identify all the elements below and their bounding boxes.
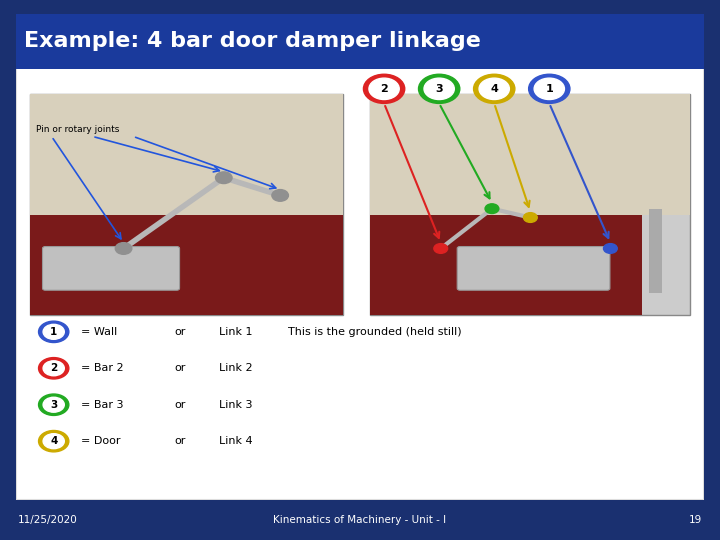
Text: Pin or rotary joints: Pin or rotary joints xyxy=(36,125,120,133)
Circle shape xyxy=(528,75,570,104)
Circle shape xyxy=(272,190,289,201)
Text: or: or xyxy=(174,400,186,410)
FancyBboxPatch shape xyxy=(370,215,642,315)
Text: 3: 3 xyxy=(50,400,58,410)
Text: = Bar 2: = Bar 2 xyxy=(81,363,124,373)
Circle shape xyxy=(523,213,537,222)
Text: or: or xyxy=(174,363,186,373)
Circle shape xyxy=(43,434,64,449)
Circle shape xyxy=(424,78,454,99)
Circle shape xyxy=(485,204,499,213)
Circle shape xyxy=(418,75,460,104)
Text: This is the grounded (held still): This is the grounded (held still) xyxy=(288,327,462,337)
Text: 1: 1 xyxy=(50,327,58,337)
FancyBboxPatch shape xyxy=(370,94,690,315)
Circle shape xyxy=(215,172,232,184)
FancyBboxPatch shape xyxy=(30,215,343,315)
Text: Link 1: Link 1 xyxy=(219,327,253,337)
Circle shape xyxy=(603,244,617,253)
Text: = Door: = Door xyxy=(81,436,121,446)
FancyBboxPatch shape xyxy=(370,94,690,215)
Circle shape xyxy=(39,430,69,452)
FancyBboxPatch shape xyxy=(16,14,704,500)
Circle shape xyxy=(434,244,448,253)
Circle shape xyxy=(369,78,399,99)
Circle shape xyxy=(364,75,405,104)
FancyBboxPatch shape xyxy=(30,94,343,215)
Text: Link 4: Link 4 xyxy=(219,436,253,446)
Text: or: or xyxy=(174,327,186,337)
Circle shape xyxy=(43,397,64,412)
Text: 2: 2 xyxy=(50,363,58,373)
Text: 4: 4 xyxy=(490,84,498,94)
Circle shape xyxy=(39,321,69,342)
FancyBboxPatch shape xyxy=(457,247,610,290)
Text: = Wall: = Wall xyxy=(81,327,117,337)
Text: 3: 3 xyxy=(436,84,443,94)
Text: 1: 1 xyxy=(546,84,553,94)
Text: 11/25/2020: 11/25/2020 xyxy=(18,515,78,525)
FancyBboxPatch shape xyxy=(42,247,179,290)
FancyBboxPatch shape xyxy=(649,208,662,293)
Text: Link 3: Link 3 xyxy=(219,400,253,410)
Circle shape xyxy=(39,357,69,379)
Circle shape xyxy=(39,394,69,415)
Text: 19: 19 xyxy=(689,515,702,525)
Circle shape xyxy=(43,361,64,376)
Text: Link 2: Link 2 xyxy=(219,363,253,373)
Text: 4: 4 xyxy=(50,436,58,446)
Text: 2: 2 xyxy=(380,84,388,94)
Circle shape xyxy=(43,325,64,339)
Circle shape xyxy=(479,78,509,99)
Circle shape xyxy=(474,75,515,104)
FancyBboxPatch shape xyxy=(16,14,704,69)
FancyBboxPatch shape xyxy=(30,94,343,315)
Text: = Bar 3: = Bar 3 xyxy=(81,400,124,410)
Text: or: or xyxy=(174,436,186,446)
Circle shape xyxy=(534,78,564,99)
Text: Kinematics of Machinery - Unit - I: Kinematics of Machinery - Unit - I xyxy=(274,515,446,525)
Circle shape xyxy=(115,242,132,254)
Text: Example: 4 bar door damper linkage: Example: 4 bar door damper linkage xyxy=(24,31,481,51)
